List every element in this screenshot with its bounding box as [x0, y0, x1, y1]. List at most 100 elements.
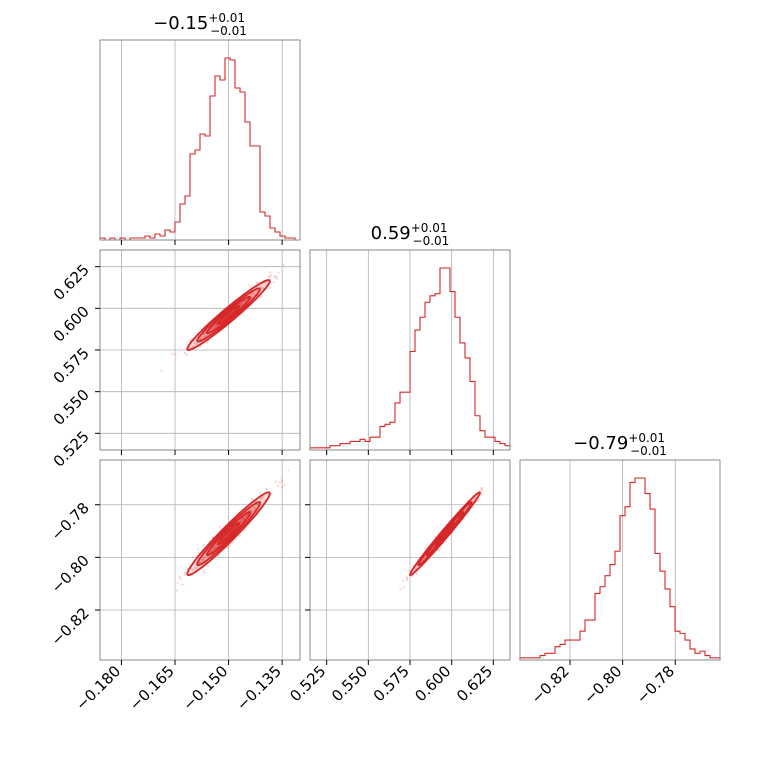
param-1-title: −0.15+0.01 −0.01 [153, 11, 247, 38]
sample-point [241, 519, 244, 522]
sample-point [405, 578, 408, 582]
sample-point [188, 346, 191, 350]
sample-point [202, 333, 206, 336]
sample-point [184, 572, 187, 575]
x-tick-label-param-1: −0.150 [179, 662, 231, 714]
sample-point [274, 480, 277, 483]
sample-point [201, 558, 204, 562]
sample-point [262, 287, 265, 290]
y-tick-label-param-2: 0.600 [50, 302, 93, 345]
sample-point [192, 344, 195, 348]
x-tick-label-param-2: 0.525 [286, 662, 329, 705]
sample-point [273, 274, 276, 278]
sample-point [242, 517, 246, 520]
x-tick-label-param-3: −0.78 [633, 662, 678, 707]
sample-point [262, 495, 265, 498]
hist-2-steps [309, 267, 511, 450]
sample-point [240, 302, 244, 305]
sample-point [277, 271, 280, 274]
sample-point [191, 568, 195, 571]
sample-point [414, 567, 418, 570]
sample-point [480, 486, 483, 489]
sample-point [210, 327, 214, 330]
scatter-panel-3-2 [309, 459, 511, 661]
sample-point [203, 332, 207, 335]
sample-point [248, 284, 251, 287]
sample-point [399, 588, 402, 591]
sample-point [239, 303, 242, 306]
sample-point [179, 577, 182, 580]
sample-point [281, 479, 284, 482]
sample-point [208, 539, 211, 543]
param-3-title: −0.79+0.01 −0.01 [573, 431, 667, 458]
sample-point [415, 572, 418, 576]
sample-point [243, 516, 246, 519]
sample-point [206, 341, 209, 344]
sample-point [198, 345, 202, 349]
sample-point [240, 302, 243, 305]
sample-point [202, 556, 205, 559]
y-tick-label-param-2: 0.575 [50, 344, 93, 387]
sample-point [411, 575, 414, 578]
sample-point [185, 353, 188, 356]
sample-point [261, 497, 264, 500]
sample-point [238, 535, 241, 538]
sample-point [160, 369, 163, 372]
scatter-panel-2-1 [99, 249, 301, 451]
sample-point [239, 520, 242, 523]
sample-point [269, 271, 272, 274]
sample-point [255, 282, 258, 285]
sample-point [258, 492, 262, 495]
sample-point [287, 469, 290, 472]
sample-point [201, 557, 205, 560]
sample-point [275, 277, 278, 280]
sample-point [251, 292, 254, 295]
hist-1-steps [99, 57, 300, 241]
sample-point [171, 353, 174, 356]
sample-point [215, 325, 218, 328]
sample-point [445, 540, 448, 544]
hist-3-frame [519, 459, 721, 661]
sample-point [480, 492, 483, 496]
sample-point [193, 341, 196, 345]
sample-point [273, 276, 276, 279]
sample-point [249, 509, 252, 512]
sample-point [282, 263, 285, 267]
sample-point [259, 285, 263, 288]
sample-point [245, 514, 248, 517]
sample-point [199, 560, 202, 563]
sample-point [277, 484, 280, 487]
sample-point [256, 281, 259, 284]
sample-point [183, 571, 186, 574]
sample-point [212, 547, 215, 551]
sample-point [204, 334, 207, 338]
x-tick-label-param-1: −0.165 [126, 662, 178, 714]
sample-point [178, 576, 181, 579]
sample-point [249, 293, 253, 297]
hist-1-frame [99, 39, 301, 241]
x-tick-label-param-2: 0.625 [453, 662, 496, 705]
sample-point [213, 324, 216, 328]
sample-point [281, 486, 284, 489]
sample-point [424, 556, 427, 559]
x-tick-label-param-2: 0.575 [370, 662, 413, 705]
sample-point [259, 497, 262, 500]
sample-point [228, 544, 232, 547]
sample-point [480, 489, 484, 492]
sample-point [438, 549, 441, 552]
sample-point [250, 498, 253, 501]
sample-point [478, 497, 481, 500]
sample-point [283, 483, 286, 487]
sample-point [241, 517, 244, 520]
sample-point [268, 275, 271, 278]
sample-point [280, 479, 283, 482]
sample-point [181, 583, 184, 587]
sample-point [195, 566, 198, 569]
sample-point [240, 304, 243, 307]
density-contour-4 [216, 304, 241, 326]
y-tick-label-param-2: 0.625 [50, 261, 93, 304]
sample-point [242, 300, 245, 303]
sample-point [176, 581, 179, 585]
sample-point [276, 275, 279, 279]
sample-point [240, 520, 243, 523]
